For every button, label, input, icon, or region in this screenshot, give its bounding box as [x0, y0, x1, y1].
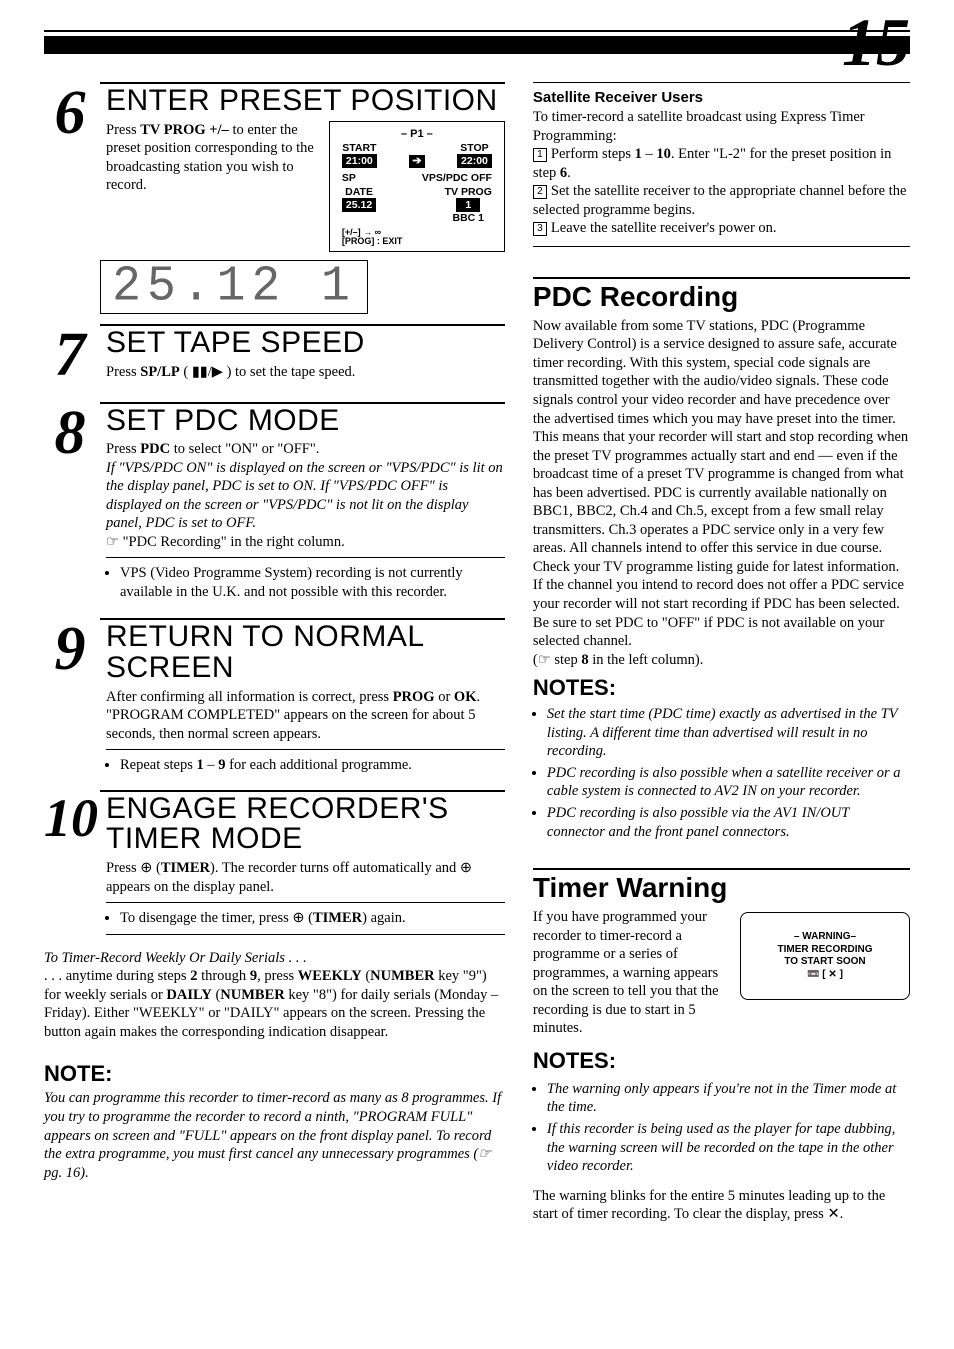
- page-number: 15: [842, 8, 910, 76]
- left-column: 6 ENTER PRESET POSITION Press TV PROG +/…: [44, 76, 505, 1224]
- warn-line: – WARNING–: [749, 931, 901, 944]
- step-7: 7 SET TAPE SPEED Press SP/LP ( ▮▮/▶ ) to…: [44, 328, 505, 381]
- value: 25.12: [342, 198, 376, 212]
- note-body: You can programme this recorder to timer…: [44, 1089, 505, 1182]
- step-ref: ☞ "PDC Recording" in the right column.: [106, 533, 505, 552]
- two-column-layout: 6 ENTER PRESET POSITION Press TV PROG +/…: [44, 76, 910, 1224]
- timer-warning-heading: Timer Warning: [533, 872, 910, 904]
- notes-heading: NOTES:: [533, 675, 910, 701]
- rule: [106, 902, 505, 903]
- warn-line: TIMER RECORDING: [749, 944, 901, 957]
- step-number: 8: [44, 410, 96, 457]
- timer-warning-block: – WARNING– TIMER RECORDING TO START SOON…: [533, 908, 910, 1076]
- bullet-list: To disengage the timer, press ⊕ (TIMER) …: [106, 909, 505, 928]
- sat-step: 3Leave the satellite receiver's power on…: [533, 219, 910, 238]
- step-number: 6: [44, 90, 96, 137]
- hint: [PROG] : EXIT: [342, 237, 492, 247]
- step-body-text: Press TV PROG +/– to enter the preset po…: [106, 121, 317, 195]
- step-heading: RETURN TO NORMAL SCREEN: [106, 622, 505, 683]
- pdc-body: Now available from some TV stations, PDC…: [533, 317, 910, 651]
- bullet-item: To disengage the timer, press ⊕ (TIMER) …: [120, 909, 505, 928]
- step-number: 7: [44, 332, 96, 379]
- box-number-icon: 1: [533, 148, 547, 162]
- pdc-heading: PDC Recording: [533, 281, 910, 313]
- bullet-item: Repeat steps 1 – 9 for each additional p…: [120, 756, 505, 775]
- sat-step: 1Perform steps 1 – 10. Enter "L-2" for t…: [533, 145, 910, 182]
- step-6: 6 ENTER PRESET POSITION Press TV PROG +/…: [44, 86, 505, 252]
- notes-list: The warning only appears if you're not i…: [533, 1080, 910, 1176]
- bullet-item: VPS (Video Programme System) recording i…: [120, 564, 505, 601]
- step-9: 9 RETURN TO NORMAL SCREEN After confirmi…: [44, 622, 505, 777]
- value: 1: [456, 198, 480, 212]
- osd-title: – P1 –: [338, 128, 496, 140]
- warn-line: 📼 [ ✕ ]: [749, 969, 901, 982]
- timer-tail: The warning blinks for the entire 5 minu…: [533, 1187, 910, 1224]
- label: DATE: [342, 186, 376, 198]
- warning-osd-box: – WARNING– TIMER RECORDING TO START SOON…: [740, 912, 910, 1000]
- note-item: Set the start time (PDC time) exactly as…: [547, 705, 910, 761]
- arrow-icon: ➔: [409, 155, 425, 168]
- rule: [533, 246, 910, 247]
- step-10: 10 ENGAGE RECORDER'S TIMER MODE Press ⊕ …: [44, 794, 505, 941]
- step-heading: SET TAPE SPEED: [106, 328, 505, 359]
- label: VPS/PDC OFF: [422, 172, 492, 184]
- rule: [533, 82, 910, 83]
- warn-line: TO START SOON: [749, 956, 901, 969]
- note-item: PDC recording is also possible when a sa…: [547, 764, 910, 801]
- serials-lead: To Timer-Record Weekly Or Daily Serials …: [44, 949, 505, 968]
- notes-list: Set the start time (PDC time) exactly as…: [533, 705, 910, 841]
- label: START: [342, 142, 377, 154]
- label: STOP: [457, 142, 492, 154]
- label: BBC 1: [445, 212, 492, 224]
- pdc-ref: (☞ step 8 in the left column).: [533, 651, 910, 670]
- step-number: 9: [44, 626, 96, 673]
- step-body-text: Press ⊕ (TIMER). The recorder turns off …: [106, 859, 505, 896]
- rule: [106, 934, 505, 935]
- osd-programme-panel: – P1 – START 21:00 ➔ STOP 22:00: [329, 121, 505, 253]
- box-number-icon: 3: [533, 222, 547, 236]
- serials-body: . . . anytime during steps 2 through 9, …: [44, 967, 505, 1041]
- bullet-list: VPS (Video Programme System) recording i…: [106, 564, 505, 601]
- note-heading: NOTE:: [44, 1061, 505, 1087]
- top-rule: [44, 30, 910, 32]
- value: 21:00: [342, 154, 377, 168]
- step-body-italic: If "VPS/PDC ON" is displayed on the scre…: [106, 459, 505, 533]
- header-bar: 15: [44, 36, 910, 54]
- note-item: The warning only appears if you're not i…: [547, 1080, 910, 1117]
- step-body-text: Press PDC to select "ON" or "OFF".: [106, 440, 505, 459]
- step-body-text: Press SP/LP ( ▮▮/▶ ) to set the tape spe…: [106, 363, 505, 382]
- step-heading: ENGAGE RECORDER'S TIMER MODE: [106, 794, 505, 855]
- rule: [106, 749, 505, 750]
- note-item: PDC recording is also possible via the A…: [547, 804, 910, 841]
- label: SP: [342, 172, 356, 184]
- note-item: If this recorder is being used as the pl…: [547, 1120, 910, 1176]
- rule: [533, 277, 910, 279]
- value: 22:00: [457, 154, 492, 168]
- label: TV PROG: [445, 186, 492, 198]
- notes-heading: NOTES:: [533, 1048, 910, 1074]
- rule: [533, 868, 910, 870]
- sat-heading: Satellite Receiver Users: [533, 89, 910, 106]
- segment-display: 25.12 1: [100, 260, 368, 314]
- segment-glyph: 25.12 1: [101, 260, 367, 315]
- sat-step: 2Set the satellite receiver to the appro…: [533, 182, 910, 219]
- rule: [106, 557, 505, 558]
- step-heading: ENTER PRESET POSITION: [106, 86, 505, 117]
- step-heading: SET PDC MODE: [106, 406, 505, 437]
- step-8: 8 SET PDC MODE Press PDC to select "ON" …: [44, 406, 505, 605]
- step-number: 10: [44, 798, 96, 839]
- bullet-list: Repeat steps 1 – 9 for each additional p…: [106, 756, 505, 775]
- box-number-icon: 2: [533, 185, 547, 199]
- sat-intro: To timer-record a satellite broadcast us…: [533, 108, 910, 145]
- step-body-text: After confirming all information is corr…: [106, 688, 505, 744]
- right-column: Satellite Receiver Users To timer-record…: [533, 76, 910, 1224]
